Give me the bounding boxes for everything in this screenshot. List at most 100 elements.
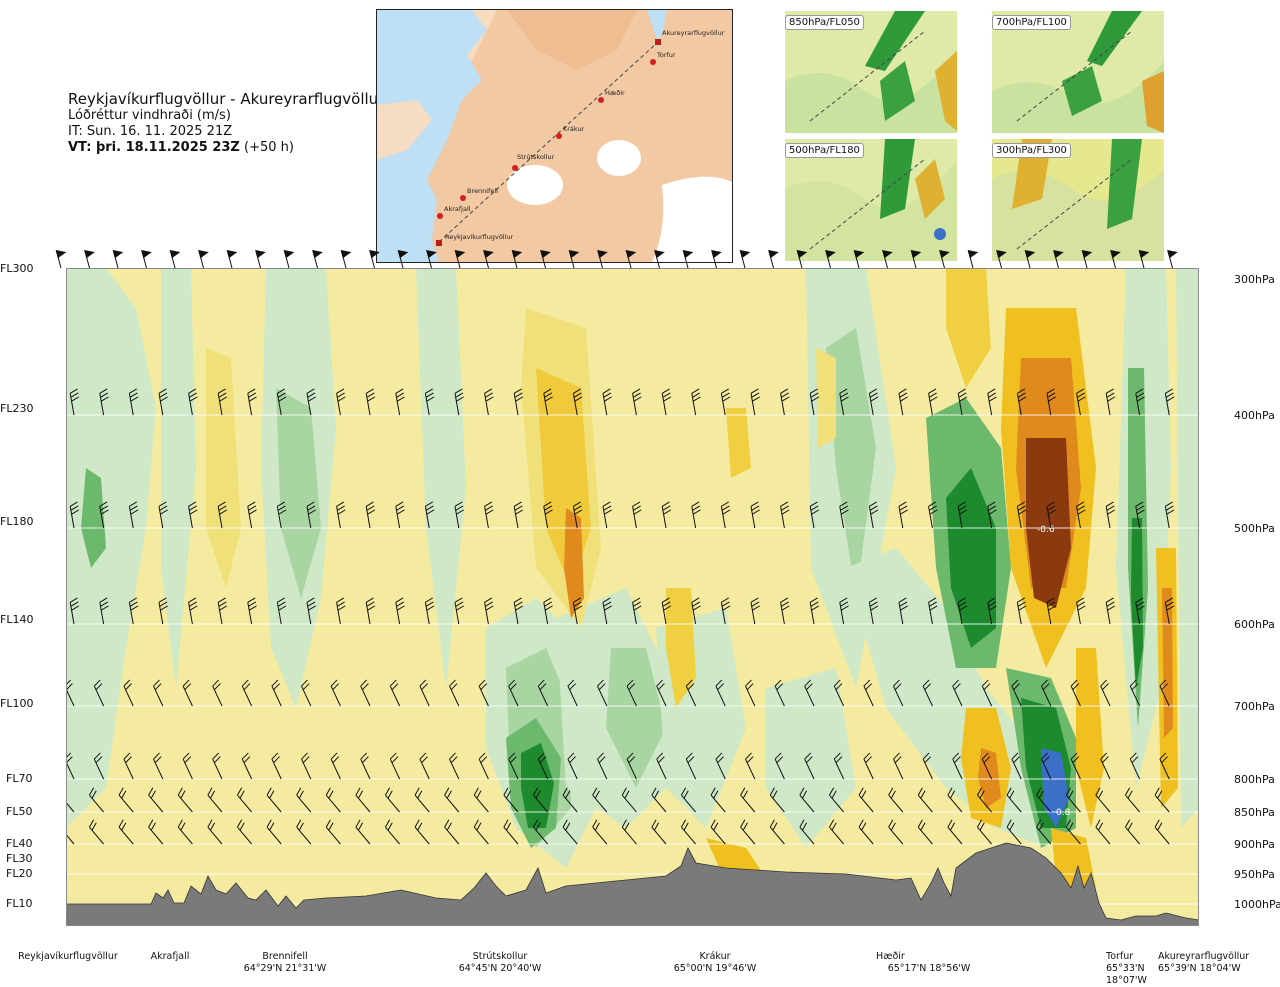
wind-barb [1070,679,1081,707]
wind-barb [330,752,341,780]
wind-barb [632,501,642,529]
wind-barb [312,249,323,269]
wind-barb [833,752,845,780]
thumbnail-850hpa[interactable]: 850hPa/FL050 [785,11,957,133]
wind-barb [444,787,460,813]
wind-barb [597,249,608,269]
valid-time: VT: þri. 18.11.2025 23Z (+50 h) [68,140,384,156]
wind-barb [888,819,904,845]
wind-barb [868,388,879,416]
station-name: Brennifell [262,951,308,962]
wind-barb [395,597,405,625]
wind-barb [769,787,785,813]
wind-barb [1016,388,1027,416]
station-strutskollur: Strútskollur 64°45'N 20°40'W [450,951,550,975]
wind-barb [882,249,893,269]
thumbnail-850-image [785,11,957,133]
wind-barb [597,679,608,707]
wind-barb [55,249,67,269]
wind-barb [1041,679,1052,707]
wind-barb [567,752,578,780]
wind-barb [720,597,731,625]
wind-barb [957,597,968,625]
wind-barb [148,787,164,813]
wind-barb [780,501,790,529]
wind-barb [283,249,295,269]
fl-label-300: FL300 [0,262,34,275]
wind-barb [685,679,697,707]
thumbnail-700hpa[interactable]: 700hPa/FL100 [992,11,1164,133]
map-label-torfur: Torfur [656,51,676,59]
wind-barb [419,679,430,707]
wind-barb [123,752,134,780]
wind-barb [207,819,223,845]
wind-barb [957,388,968,416]
wind-barb [868,501,879,529]
wind-barb [1006,819,1022,845]
wind-barb [306,501,316,529]
wind-barb [540,249,551,269]
wind-barb [947,787,963,813]
wind-barb [511,249,523,269]
wind-barb [336,388,346,416]
wind-barb [1105,388,1116,416]
airport-marker-akureyri [655,39,661,45]
wind-barb [93,679,105,707]
wind-barb [1125,819,1140,845]
wind-barb [780,388,790,416]
map-label-akrafjall: Akrafjall [444,205,471,213]
wind-barb [839,501,849,529]
wind-barb [898,501,908,529]
hpa-label-1000: 1000hPa [1234,898,1280,911]
wind-barb [397,249,409,269]
wind-barb [1065,787,1081,813]
wind-barb [796,249,808,269]
wind-barb [177,787,193,813]
wind-barb [99,597,109,625]
wind-barb [651,819,667,845]
wind-barb [774,679,785,707]
wind-barb [656,752,667,780]
wind-barb [543,388,553,416]
wind-barb [562,787,578,813]
wind-barb [141,249,152,269]
wind-barb [1138,249,1150,269]
wind-barb [69,597,80,625]
wind-barb [537,752,549,780]
wind-barb [365,597,376,625]
wind-barb [769,819,785,845]
wind-barb [128,388,139,416]
wind-barb [750,501,760,529]
valid-time-main: VT: þri. 18.11.2025 23Z [68,140,240,155]
station-akrafjall: Akrafjall [140,951,200,963]
wind-barb [123,679,134,707]
wind-barb [928,597,938,625]
wind-barb [158,501,168,529]
station-coords: 64°45'N 20°40'W [458,963,542,974]
wind-barb [996,249,1007,269]
wind-barb [1076,388,1086,416]
wind-barb [1100,679,1111,707]
wind-barb [69,501,80,529]
wind-barb [473,787,489,813]
wind-barb [922,752,933,780]
wind-barb [1105,597,1116,625]
fl-label-140: FL140 [0,613,34,626]
thumbnail-500hpa[interactable]: 500hPa/FL180 [785,139,957,261]
route-title: Reykjavíkurflugvöllur - Akureyrarflugvöl… [68,90,385,108]
hpa-label-850: 850hPa [1234,806,1275,819]
wind-barb [858,819,874,845]
airport-marker-reykjavik [436,240,442,246]
wind-barb [839,388,849,416]
waypoint-marker-strutskollur [512,165,518,171]
wind-barb [360,752,371,780]
wind-barb [148,819,164,845]
contour-label-positive: 0.8 [1056,808,1071,818]
wind-barb [1006,787,1022,813]
wind-barb [774,752,785,780]
wind-barb [1129,679,1141,707]
wind-barb [621,819,637,845]
wind-barb [809,501,820,529]
thumbnail-300hpa[interactable]: 300hPa/FL300 [992,139,1164,261]
wind-barb [247,501,257,529]
